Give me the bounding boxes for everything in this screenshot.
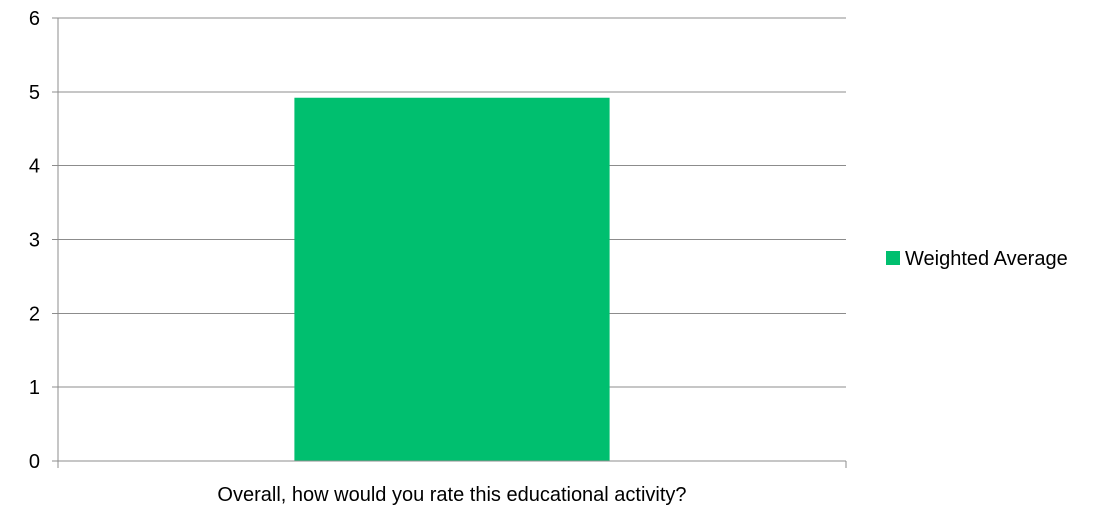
y-tick-label: 2 xyxy=(29,303,40,325)
legend: Weighted Average xyxy=(886,248,1068,270)
y-tick-label: 6 xyxy=(29,8,40,30)
bar-weighted-average xyxy=(294,98,609,461)
y-tick-label: 4 xyxy=(29,156,40,178)
x-category-label: Overall, how would you rate this educati… xyxy=(217,484,686,506)
y-tick-label: 0 xyxy=(29,451,40,473)
legend-swatch xyxy=(886,251,900,265)
y-tick-label: 5 xyxy=(29,82,40,104)
y-tick-label: 1 xyxy=(29,377,40,399)
y-axis-tick-labels: 0 1 2 3 4 5 6 xyxy=(29,8,40,473)
x-axis-category-labels: Overall, how would you rate this educati… xyxy=(217,484,686,506)
y-tick-label: 3 xyxy=(29,230,40,252)
bars xyxy=(294,98,609,461)
legend-label: Weighted Average xyxy=(905,248,1068,270)
